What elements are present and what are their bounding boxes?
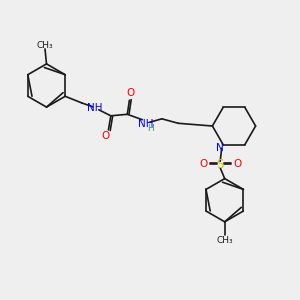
Text: N: N <box>216 143 224 153</box>
Text: O: O <box>126 88 134 98</box>
Text: O: O <box>102 131 110 141</box>
Text: O: O <box>233 159 242 169</box>
Text: H: H <box>147 124 154 133</box>
Text: CH₃: CH₃ <box>37 41 53 50</box>
Text: S: S <box>217 158 224 171</box>
Text: NH: NH <box>87 103 102 113</box>
Text: CH₃: CH₃ <box>216 236 233 245</box>
Text: NH: NH <box>138 119 153 129</box>
Text: O: O <box>199 159 207 169</box>
